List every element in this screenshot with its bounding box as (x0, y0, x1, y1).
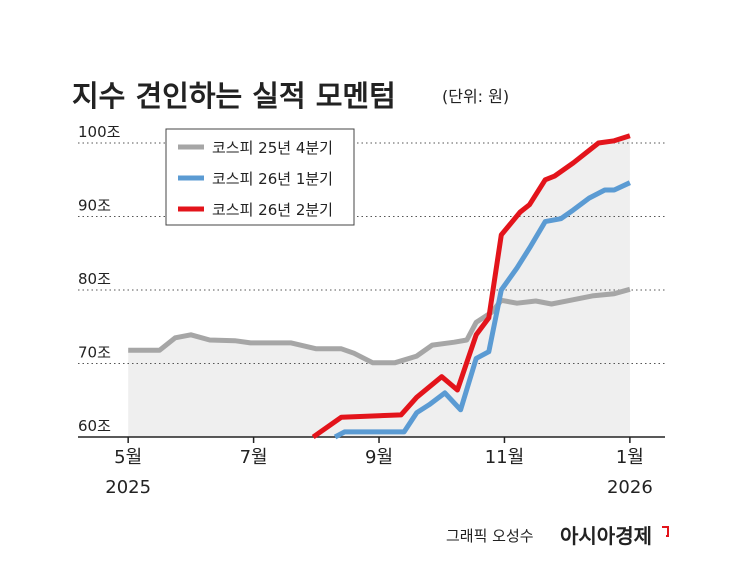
y-tick-label: 100조 (78, 123, 121, 141)
grid: 60조 70조 80조 90조 100조 5월 2025 7월 9월 11월 1월 2026 (78, 123, 665, 498)
legend-label: 코스피 26년 1분기 (212, 170, 333, 188)
x-tick-label: 11월 (485, 447, 524, 468)
area (313, 135, 630, 437)
x-tick-year: 2026 (607, 477, 653, 498)
lines (128, 133, 631, 440)
y-tick-label: 70조 (78, 344, 111, 362)
x-tick-label: 7월 (240, 447, 268, 468)
legend-label: 코스피 26년 2분기 (212, 201, 333, 219)
x-tick-label: 1월 (616, 447, 644, 468)
legend-label: 코스피 25년 4분기 (212, 139, 333, 157)
chart-subtitle: (단위: 원) (442, 87, 509, 106)
series-line (333, 180, 631, 440)
y-tick-label: 60조 (78, 417, 111, 435)
series-line (128, 286, 631, 366)
chart-title: 지수 견인하는 실적 모멘텀 (72, 79, 396, 113)
x-tick-label: 5월 (114, 447, 142, 468)
source: 아시아경제 (560, 524, 652, 548)
y-tick-label: 90조 (78, 197, 111, 215)
y-tick-label: 80조 (78, 270, 111, 288)
series-line (311, 133, 631, 440)
credit: 그래픽 오성수 (446, 527, 534, 545)
source-logo (662, 526, 669, 537)
plot: 60조 70조 80조 90조 100조 5월 2025 7월 9월 11월 1월 2026 코스피 2… (78, 123, 665, 498)
x-tick-label: 9월 (365, 447, 393, 468)
x-tick-year: 2025 (105, 477, 151, 498)
